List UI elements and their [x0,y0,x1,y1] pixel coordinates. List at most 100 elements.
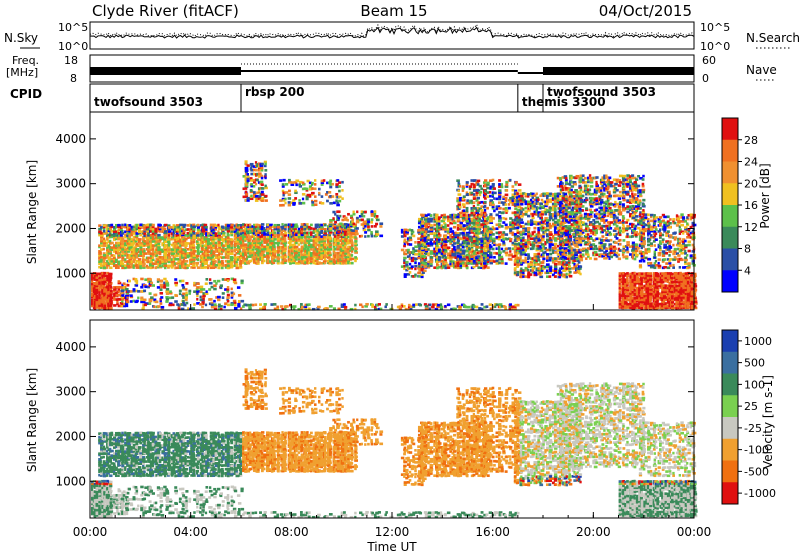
power-cell [154,227,158,231]
power-cell [90,304,94,308]
power-cell [489,227,492,231]
power-cell [504,196,508,200]
power-cell [456,261,460,265]
power-cell [311,181,314,185]
power-cell [472,206,477,210]
power-cell [436,241,439,245]
power-cell [497,219,502,223]
power-cell [257,255,261,259]
power-cell [119,301,123,305]
power-cell [540,213,544,216]
power-cell [527,273,531,277]
power-cell [333,243,338,247]
power-cell [269,237,273,240]
power-cell [373,212,377,216]
power-cell [100,260,103,263]
power-cell [167,246,171,249]
power-cell [124,260,127,263]
power-cell [436,237,440,241]
power-cell [370,212,375,216]
power-cell [444,246,448,249]
power-cell [247,239,251,242]
power-cell [257,258,261,261]
power-cell [548,231,553,234]
power-cell [170,258,174,261]
power-cell [295,251,299,255]
power-cell [167,249,171,253]
power-cell [545,220,550,224]
power-cell [551,194,556,198]
power-cell [477,246,482,249]
power-cell [135,223,139,227]
power-cell [132,256,137,259]
power-cell [522,236,525,240]
power-cell [273,247,276,251]
power-cell [495,213,499,217]
power-cell [250,189,253,192]
power-cell [218,252,221,255]
power-cell [454,256,458,260]
power-cell [520,249,524,252]
power-cell [375,216,378,220]
power-cell [483,208,487,212]
power-cell [239,262,243,265]
power-cell [174,262,177,265]
power-cell [311,203,315,207]
power-cell [128,247,131,251]
power-cell [190,249,194,253]
power-cell [509,239,512,243]
power-cell [527,262,531,266]
power-cell [347,259,351,263]
power-cell [459,264,463,267]
freq-band [543,67,694,75]
power-cell [151,262,155,265]
power-cell [132,225,136,229]
power-cell [155,248,158,252]
power-cell [542,226,546,230]
power-cell [529,273,533,276]
power-cell [90,282,95,286]
power-cell [109,276,113,280]
power-cell [549,215,553,218]
power-cell [259,225,262,229]
power-cell [233,249,236,253]
power-cell [446,217,450,221]
power-cell [475,216,478,220]
power-cell [308,193,312,197]
power-cell [551,249,555,252]
power-cell [182,254,186,257]
power-cell [101,284,105,287]
power-cell [202,292,206,295]
power-cell [119,264,123,267]
power-cell [545,202,549,206]
power-cell [175,224,180,227]
power-cell [106,271,109,275]
power-cell [139,254,143,258]
power-cell [313,183,317,186]
power-cell [264,168,268,172]
power-cell [284,225,288,229]
power-cell [340,255,344,259]
power-cell [277,259,280,263]
power-cell [233,232,237,235]
power-cell [529,206,533,210]
power-cell [324,243,328,247]
power-cell [309,227,313,230]
power-cell [537,267,540,270]
power-cell [297,239,301,243]
power-cell [489,221,494,224]
power-cell [205,248,209,251]
power-cell [253,223,256,227]
power-cell [535,236,539,240]
power-cell [218,233,221,237]
power-cell [516,200,520,203]
power-cell [462,249,466,253]
power-cell [540,236,545,240]
power-cell [304,227,308,231]
power-cell [135,234,139,238]
power-cell [533,230,536,234]
power-cell [342,245,346,248]
power-cell [201,253,205,257]
power-cell [470,266,475,270]
power-cell [544,212,548,216]
